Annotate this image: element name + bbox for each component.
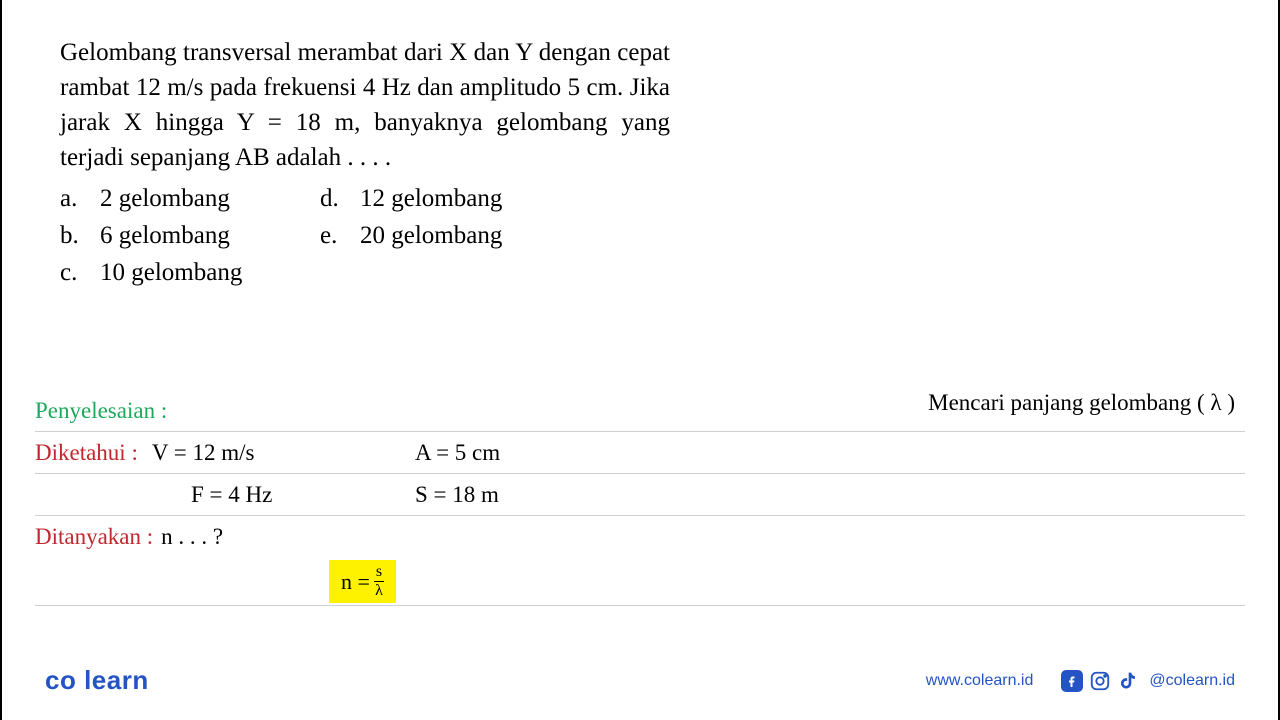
given-v: V = 12 m/s xyxy=(152,440,255,466)
logo-dot xyxy=(76,665,84,695)
social-handle: @colearn.id xyxy=(1149,672,1235,690)
given-f: F = 4 Hz xyxy=(191,482,272,508)
option-e: e.20 gelombang xyxy=(320,218,600,253)
opt-e-letter: e. xyxy=(320,218,360,253)
opt-a-text: 2 gelombang xyxy=(100,181,230,216)
given-line-2: F = 4 Hz S = 18 m xyxy=(35,474,1245,516)
question-text: Gelombang transversal merambat dari X da… xyxy=(60,35,670,175)
logo-co: co xyxy=(45,665,76,695)
opt-b-text: 6 gelombang xyxy=(100,218,230,253)
facebook-icon xyxy=(1061,670,1083,692)
formula-numerator: s xyxy=(374,564,384,582)
opt-e-text: 20 gelombang xyxy=(360,218,502,253)
opt-c-letter: c. xyxy=(60,255,100,290)
brand-logo: co learn xyxy=(45,665,149,696)
tiktok-icon xyxy=(1117,670,1139,692)
options-grid: a.2 gelombang d.12 gelombang b.6 gelomba… xyxy=(60,181,670,290)
option-c: c.10 gelombang xyxy=(60,255,320,290)
opt-b-letter: b. xyxy=(60,218,100,253)
given-line-1: Diketahui : V = 12 m/s A = 5 cm xyxy=(35,432,1245,474)
instagram-icon xyxy=(1089,670,1111,692)
social-icons: @colearn.id xyxy=(1061,670,1235,692)
option-a: a.2 gelombang xyxy=(60,181,320,216)
opt-d-letter: d. xyxy=(320,181,360,216)
formula-prefix: n = xyxy=(341,569,370,595)
formula-denominator: λ xyxy=(375,582,383,599)
option-b: b.6 gelombang xyxy=(60,218,320,253)
given-a: A = 5 cm xyxy=(415,440,500,466)
ditanyakan-label: Ditanyakan : xyxy=(35,524,153,550)
formula-fraction: s λ xyxy=(374,564,384,599)
opt-c-text: 10 gelombang xyxy=(100,255,242,290)
formula-highlight: n = s λ xyxy=(329,560,396,603)
right-note: Mencari panjang gelombang ( λ ) xyxy=(928,390,1235,416)
given-s: S = 18 m xyxy=(415,482,499,508)
opt-d-text: 12 gelombang xyxy=(360,181,502,216)
footer-url: www.colearn.id xyxy=(926,672,1034,690)
solution-area: Penyelesaian : Mencari panjang gelombang… xyxy=(35,390,1245,606)
opt-a-letter: a. xyxy=(60,181,100,216)
left-border xyxy=(0,0,2,720)
asked-line: Ditanyakan : n . . . ? xyxy=(35,516,1245,558)
footer: co learn www.colearn.id @colearn.id xyxy=(0,665,1280,696)
diketahui-label: Diketahui : xyxy=(35,440,138,466)
question-block: Gelombang transversal merambat dari X da… xyxy=(60,35,670,290)
formula-line: n = s λ xyxy=(35,558,1245,606)
option-d: d.12 gelombang xyxy=(320,181,600,216)
logo-learn: learn xyxy=(84,665,149,695)
solution-heading: Penyelesaian : xyxy=(35,398,167,424)
solution-heading-line: Penyelesaian : Mencari panjang gelombang… xyxy=(35,390,1245,432)
asked-value: n . . . ? xyxy=(161,524,223,550)
